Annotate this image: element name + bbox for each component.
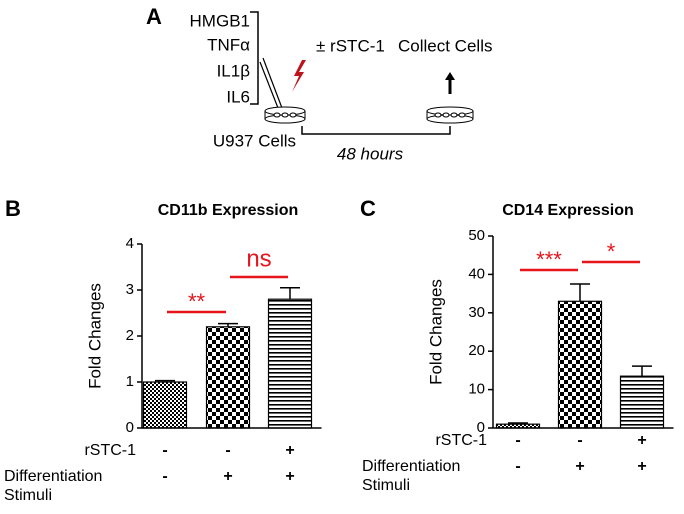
y-tick-label: 40 (468, 265, 485, 282)
y-tick-label: 2 (126, 327, 134, 344)
stimulus: TNFα (207, 35, 250, 54)
panel-label: B (5, 196, 21, 221)
stimulus: HMGB1 (190, 11, 250, 30)
lightning (292, 60, 306, 92)
y-axis-label: Fold Changes (426, 279, 445, 385)
significance-label: * (607, 239, 616, 264)
condition-name: rSTC-1 (435, 432, 487, 449)
condition-mark: + (285, 468, 294, 485)
condition-mark: + (575, 458, 584, 475)
y-tick-label: 50 (468, 227, 485, 244)
significance-label: ** (188, 289, 206, 314)
significance-label: ns (246, 245, 271, 272)
panel-label: C (360, 196, 376, 221)
y-tick-label: 0 (126, 419, 134, 436)
cells: U937 Cells (213, 131, 296, 150)
treatment: ± rSTC-1 (316, 36, 385, 55)
y-tick-label: 1 (126, 373, 134, 390)
condition-mark: - (515, 458, 520, 475)
y-axis-label: Fold Changes (85, 283, 104, 389)
condition-name: Differentiation Stimuli (4, 468, 103, 504)
condition-mark: - (577, 432, 582, 449)
y-tick-label: 4 (126, 235, 134, 252)
y-tick-label: 30 (468, 304, 485, 321)
y-tick-label: 0 (477, 419, 485, 436)
bar (557, 300, 603, 429)
condition-name: Differentiation Stimuli (362, 458, 461, 494)
condition-mark: + (637, 432, 646, 449)
timeline (301, 126, 451, 135)
arrow-line (262, 57, 283, 109)
y-tick-label: 20 (468, 342, 485, 359)
condition-mark: + (223, 468, 232, 485)
arrow-head (445, 72, 455, 80)
condition-name: Differentiation Stimuli (362, 458, 461, 494)
condition-mark: - (162, 468, 167, 485)
bar (267, 298, 313, 429)
significance-label: *** (536, 247, 562, 272)
condition-mark: + (285, 442, 294, 459)
bar (619, 375, 665, 429)
condition-mark: - (162, 442, 167, 459)
y-tick-label: 10 (468, 381, 485, 398)
condition-mark: + (637, 458, 646, 475)
condition-name: Differentiation Stimuli (4, 468, 103, 504)
dish (264, 106, 474, 124)
panel-label: A (146, 4, 162, 29)
chart-title: CD11b Expression (158, 202, 299, 219)
chart-title: CD14 Expression (502, 202, 634, 219)
stimulus: IL1β (217, 61, 251, 80)
condition-mark: - (515, 432, 520, 449)
bar (205, 326, 251, 429)
arrow-line (259, 61, 279, 109)
stimulus: IL6 (226, 87, 250, 106)
condition-name: rSTC-1 (84, 442, 136, 459)
collect: Collect Cells (398, 36, 492, 55)
bracket (250, 11, 259, 105)
condition-mark: - (225, 442, 230, 459)
bar (142, 381, 188, 429)
duration: 48 hours (337, 144, 404, 163)
y-tick-label: 3 (126, 281, 134, 298)
panel-a: A HMGB1 TNFα IL1β IL6 ± rSTC-1 Collect C… (146, 4, 492, 164)
